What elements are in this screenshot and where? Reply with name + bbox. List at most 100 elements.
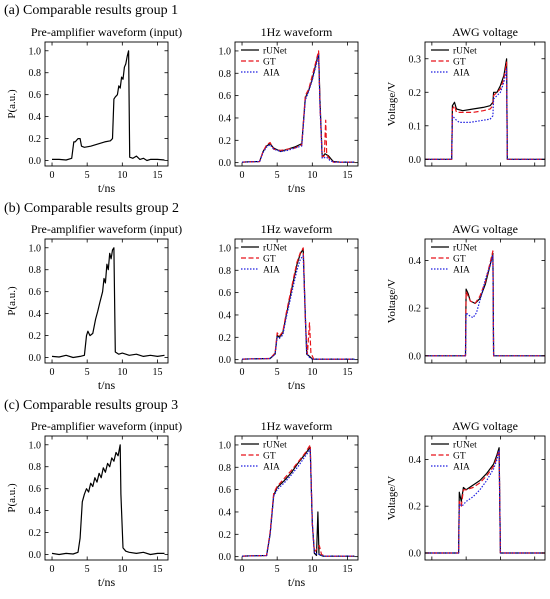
- y-tick-label: 0.6: [29, 90, 42, 101]
- legend-label: rUNet: [453, 244, 477, 254]
- y-axis-label: P(a.u.): [6, 483, 18, 513]
- x-tick-label: 5: [275, 367, 280, 378]
- y-tick-label: 0.8: [29, 265, 42, 276]
- legend-label: GT: [453, 255, 466, 265]
- subplot-title: 1Hz waveform: [261, 222, 333, 236]
- series-line-runet: [241, 52, 355, 163]
- y-tick-label: 0.6: [29, 287, 42, 298]
- y-tick-label: 1.0: [29, 46, 42, 57]
- x-tick-label: 15: [152, 564, 162, 575]
- y-tick-label: 0.2: [219, 136, 232, 147]
- subplot-title: Pre-amplifier waveform (input): [31, 419, 182, 433]
- y-tick-label: 0.6: [29, 484, 42, 495]
- x-tick-label: 10: [307, 170, 317, 181]
- series-line-waveform: [51, 247, 165, 359]
- axes-frame: [424, 41, 546, 167]
- y-tick-label: 1.0: [219, 440, 232, 451]
- y-tick-label: 0.4: [219, 113, 232, 124]
- y-tick-label: 0.2: [29, 331, 42, 342]
- series-line-gt: [241, 247, 355, 360]
- series-line-gt: [241, 50, 355, 163]
- group-heading: (c) Comparable results group 3: [4, 398, 178, 413]
- series-line-waveform: [52, 50, 165, 162]
- legend-label: AIA: [453, 266, 470, 276]
- subplot-title: Pre-amplifier waveform (input): [31, 222, 182, 236]
- x-axis-label: t/ns: [288, 378, 306, 392]
- x-tick-label: 0: [240, 564, 245, 575]
- y-axis-label: Voltage/V: [386, 279, 398, 323]
- y-tick-label: 0.2: [219, 333, 232, 344]
- y-tick-label: 0.2: [29, 528, 42, 539]
- y-tick-label: 0.8: [219, 266, 232, 277]
- y-axis-label: P(a.u.): [6, 89, 18, 119]
- y-tick-label: 0.4: [29, 506, 42, 517]
- series-line-gt: [425, 449, 545, 554]
- y-tick-label: 1.0: [219, 46, 232, 57]
- x-tick-label: 10: [307, 564, 317, 575]
- y-tick-label: 0.2: [409, 304, 422, 315]
- series-line-waveform: [51, 444, 165, 556]
- y-tick-label: 0.8: [219, 463, 232, 474]
- y-tick-label: 0.6: [219, 91, 232, 102]
- series-line-runet: [425, 447, 545, 554]
- y-tick-label: 0.0: [219, 158, 232, 169]
- x-tick-label: 0: [240, 367, 245, 378]
- y-tick-label: 0.4: [409, 256, 422, 267]
- subplot: 1Hz waveform 0.0 0.2 0.4 0.6 0.8 1.0 0 5 10 15 t/ns…: [219, 222, 359, 392]
- x-tick-label: 0: [50, 367, 55, 378]
- y-tick-label: 0.8: [219, 69, 232, 80]
- legend-label: GT: [263, 255, 276, 265]
- x-tick-label: 15: [342, 367, 352, 378]
- legend-label: GT: [263, 452, 276, 462]
- legend-label: GT: [453, 452, 466, 462]
- subplot: 1Hz waveform 0.0 0.2 0.4 0.6 0.8 1.0 0 5 10 15 t/ns…: [219, 25, 359, 195]
- x-tick-label: 0: [50, 170, 55, 181]
- x-axis-label: t/ns: [288, 181, 306, 195]
- legend-label: AIA: [453, 463, 470, 473]
- series-line-gt: [425, 61, 545, 160]
- axes-frame: [234, 41, 359, 167]
- subplot: AWG voltage 0.0 0.1 0.2 0.3 Voltage/V rUNetGTA…: [386, 25, 546, 167]
- axes-frame: [234, 435, 359, 561]
- y-tick-label: 0.4: [29, 309, 42, 320]
- y-tick-label: 0.0: [409, 155, 422, 166]
- y-tick-label: 0.3: [409, 54, 422, 65]
- legend-label: AIA: [453, 69, 470, 79]
- y-tick-label: 1.0: [29, 440, 42, 451]
- y-tick-label: 0.0: [29, 156, 42, 167]
- axes-frame: [234, 238, 359, 364]
- y-tick-label: 0.2: [29, 134, 42, 145]
- legend-label: rUNet: [453, 441, 477, 451]
- subplot-title: AWG voltage: [452, 222, 518, 236]
- x-tick-label: 5: [275, 170, 280, 181]
- x-tick-label: 15: [152, 367, 162, 378]
- x-axis-label: t/ns: [98, 181, 116, 195]
- y-tick-label: 0.0: [29, 550, 42, 561]
- series-line-gt: [425, 250, 545, 357]
- y-tick-label: 0.4: [409, 455, 422, 466]
- x-tick-label: 15: [152, 170, 162, 181]
- subplot: 1Hz waveform 0.0 0.2 0.4 0.6 0.8 1.0 0 5 10 15 t/ns…: [219, 419, 359, 589]
- group-heading: (a) Comparable results group 1: [4, 3, 178, 18]
- x-axis-label: t/ns: [98, 575, 116, 589]
- y-tick-label: 0.0: [219, 355, 232, 366]
- x-tick-label: 0: [50, 564, 55, 575]
- y-tick-label: 0.0: [409, 351, 422, 362]
- x-tick-label: 15: [342, 170, 352, 181]
- legend-label: rUNet: [263, 47, 287, 57]
- subplot-title: Pre-amplifier waveform (input): [31, 25, 182, 39]
- x-tick-label: 5: [275, 564, 280, 575]
- y-tick-label: 0.2: [409, 502, 422, 513]
- series-line-aia: [241, 255, 355, 360]
- subplot: Pre-amplifier waveform (input) 0.0 0.2 0.4 0…: [6, 25, 182, 195]
- axes-frame: [44, 41, 169, 167]
- group-heading: (b) Comparable results group 2: [4, 201, 179, 216]
- legend-label: rUNet: [263, 244, 287, 254]
- subplot: Pre-amplifier waveform (input) 0.0 0.2 0.4 0…: [6, 222, 182, 392]
- legend-label: AIA: [263, 266, 280, 276]
- y-axis-label: Voltage/V: [386, 82, 398, 126]
- series-line-aia: [425, 255, 545, 357]
